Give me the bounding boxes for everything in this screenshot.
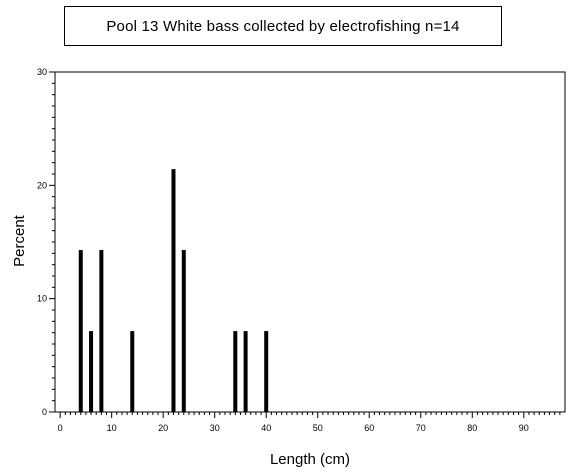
x-tick-label: 40 <box>261 423 271 433</box>
bar <box>243 331 248 412</box>
x-axis: 0 10 20 30 40 50 60 70 80 90 <box>58 412 561 433</box>
y-tick-label: 30 <box>37 67 47 77</box>
y-tick-label: 10 <box>37 294 47 304</box>
bar <box>99 250 104 412</box>
y-tick-label: 0 <box>42 407 47 417</box>
bar <box>78 250 83 412</box>
x-tick-label: 60 <box>364 423 374 433</box>
x-axis-title: Length (cm) <box>270 451 350 468</box>
bar <box>130 331 135 412</box>
chart-title: Pool 13 White bass collected by electrof… <box>106 17 460 35</box>
bar <box>89 331 94 412</box>
x-tick-label: 80 <box>467 423 477 433</box>
bar <box>264 331 269 412</box>
x-tick-label: 90 <box>519 423 529 433</box>
x-tick-label: 70 <box>416 423 426 433</box>
y-axis: 0 10 20 30 <box>37 67 55 417</box>
y-tick-label: 20 <box>37 180 47 190</box>
x-tick-label: 0 <box>58 423 63 433</box>
x-tick-label: 50 <box>313 423 323 433</box>
bar <box>233 331 238 412</box>
x-tick-label: 30 <box>210 423 220 433</box>
chart-title-box: Pool 13 White bass collected by electrof… <box>64 6 502 46</box>
x-tick-label: 10 <box>107 423 117 433</box>
x-tick-label: 20 <box>158 423 168 433</box>
y-axis-title: Percent <box>11 214 28 267</box>
bar <box>171 169 176 412</box>
bar <box>181 250 186 412</box>
bars-group <box>78 169 269 412</box>
